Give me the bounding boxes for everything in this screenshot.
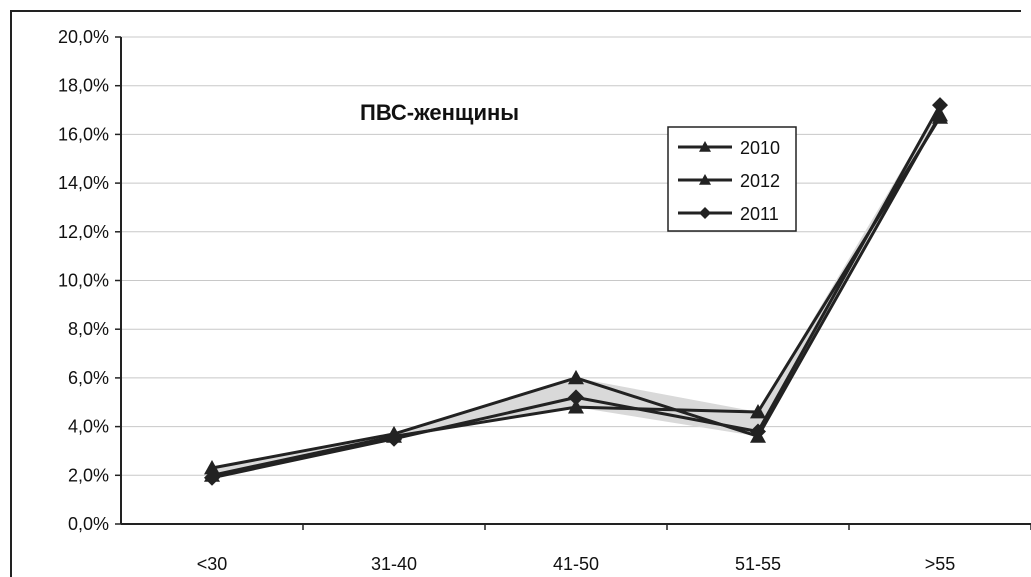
gridlines xyxy=(115,36,1031,525)
x-tick-label: 41-50 xyxy=(553,554,599,574)
y-tick-label: 2,0% xyxy=(68,465,109,485)
y-tick-label: 18,0% xyxy=(58,76,109,96)
y-tick-labels: 0,0% 2,0% 4,0% 6,0% 8,0% 10,0% 12,0% 14,0% 16,0%… xyxy=(58,27,109,534)
data-point xyxy=(750,423,766,440)
x-tick-label: <30 xyxy=(197,554,228,574)
legend-label: 2012 xyxy=(740,171,780,191)
chart-frame xyxy=(10,10,1021,577)
y-tick-label: 6,0% xyxy=(68,368,109,388)
data-point xyxy=(568,369,584,385)
y-tick-label: 14,0% xyxy=(58,173,109,193)
data-point xyxy=(932,97,948,114)
data-point xyxy=(204,459,220,475)
legend-item: 2011 xyxy=(678,204,779,224)
x-tick-label: 51-55 xyxy=(735,554,781,574)
chart-title: ПВС-женщины xyxy=(360,100,519,125)
x-tick-label: 31-40 xyxy=(371,554,417,574)
data-point xyxy=(932,109,948,124)
legend-item: 2012 xyxy=(678,171,780,191)
y-tick-label: 8,0% xyxy=(68,319,109,339)
legend: 2010 2012 2011 xyxy=(667,126,797,232)
series-lines xyxy=(204,97,948,486)
series-line xyxy=(211,116,942,477)
data-point xyxy=(204,469,220,486)
y-tick-label: 16,0% xyxy=(58,124,109,144)
y-tick-label: 4,0% xyxy=(68,417,109,437)
y-tick-label: 12,0% xyxy=(58,222,109,242)
data-point xyxy=(386,430,402,447)
series-2011 xyxy=(204,97,948,486)
y-tick-label: 0,0% xyxy=(68,514,109,534)
legend-label: 2011 xyxy=(740,204,779,224)
data-point xyxy=(699,141,711,152)
data-point xyxy=(699,207,711,219)
y-tick-label: 20,0% xyxy=(58,27,109,47)
x-tick-label: >55 xyxy=(925,554,956,574)
axes xyxy=(120,37,1031,525)
data-point xyxy=(568,399,584,414)
legend-item: 2010 xyxy=(678,138,780,158)
x-tick-labels: <30 31-40 41-50 51-55 >55 xyxy=(197,524,1031,574)
y-tick-label: 10,0% xyxy=(58,271,109,291)
data-point xyxy=(699,174,711,185)
data-point xyxy=(750,403,766,419)
legend-label: 2010 xyxy=(740,138,780,158)
data-point xyxy=(568,389,584,406)
